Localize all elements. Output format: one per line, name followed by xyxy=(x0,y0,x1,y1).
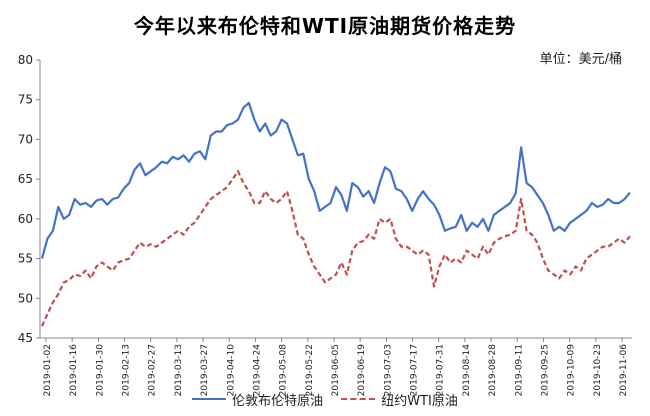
legend-swatch-dashed xyxy=(341,398,376,400)
legend-label-wti: 纽约WTI原油 xyxy=(381,393,458,409)
legend: 伦敦布伦特原油 纽约WTI原油 xyxy=(0,388,650,410)
chart-title: 今年以来布伦特和WTI原油期货价格走势 xyxy=(133,14,517,38)
y-tick-label: 70 xyxy=(18,132,33,146)
x-tick-label: 2019-05-22 xyxy=(305,344,315,396)
x-tick-label: 2019-08-14 xyxy=(462,344,472,397)
y-tick-label: 55 xyxy=(18,252,33,266)
y-tick-label: 65 xyxy=(18,172,33,186)
x-tick-label: 2019-10-09 xyxy=(567,344,577,397)
x-tick-label: 2019-05-08 xyxy=(279,344,289,397)
x-tick-label: 2019-07-17 xyxy=(410,344,420,396)
unit-label: 单位：美元/桶 xyxy=(539,52,622,67)
x-tick-label: 2019-03-13 xyxy=(174,344,184,396)
x-tick-label: 2019-10-23 xyxy=(593,344,603,396)
legend-item-wti: 纽约WTI原油 xyxy=(341,390,458,409)
y-tick-label: 50 xyxy=(18,291,33,305)
x-tick-label: 2019-11-06 xyxy=(619,344,629,397)
x-tick-label: 2019-02-27 xyxy=(148,344,158,396)
x-tick-label: 2019-09-11 xyxy=(514,344,524,396)
x-tick-label: 2019-03-27 xyxy=(200,344,210,396)
x-tick-label: 2019-07-03 xyxy=(383,344,393,396)
x-tick-label: 2019-07-31 xyxy=(436,344,446,396)
series-line-brent xyxy=(40,101,631,259)
x-tick-label: 2019-04-10 xyxy=(226,344,236,397)
x-tick-label: 2019-02-13 xyxy=(122,344,132,396)
y-tick-label: 75 xyxy=(18,93,33,107)
x-tick-label: 2019-06-19 xyxy=(357,344,367,397)
x-tick-label: 2019-01-16 xyxy=(69,344,79,397)
x-tick-label: 2019-01-30 xyxy=(95,344,105,397)
y-tick-label: 45 xyxy=(18,331,33,345)
legend-label-brent: 伦敦布伦特原油 xyxy=(232,393,324,409)
legend-swatch-solid xyxy=(192,398,227,400)
y-tick-label: 80 xyxy=(18,53,33,67)
x-tick-label: 2019-08-28 xyxy=(488,344,498,397)
x-tick-label: 2019-01-02 xyxy=(43,344,53,396)
series-line-wti xyxy=(40,170,631,327)
legend-item-brent: 伦敦布伦特原油 xyxy=(192,390,323,409)
y-tick-label: 60 xyxy=(18,212,33,226)
x-tick-label: 2019-09-25 xyxy=(540,344,550,396)
x-tick-label: 2019-06-05 xyxy=(331,344,341,396)
x-tick-label: 2019-04-24 xyxy=(252,344,262,397)
